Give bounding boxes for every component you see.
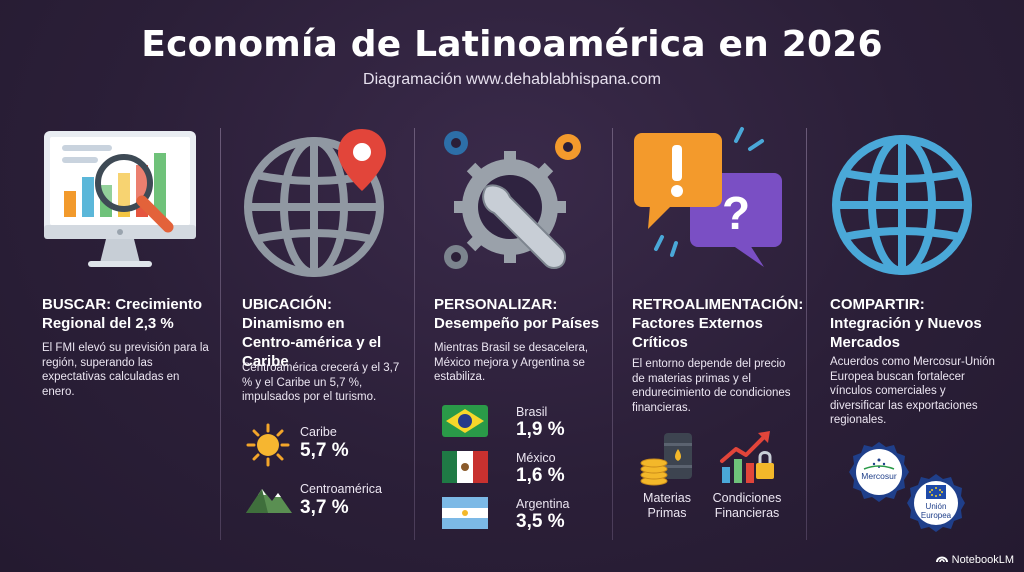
badge-label: Mercosur [861,471,897,481]
item-label-line: Materias [643,491,691,505]
column-personalizar: PERSONALIZAR: Desempeño por Países Mient… [434,125,600,545]
monitor-magnifier-chart-icon [42,125,212,285]
item-label: Materias Primas [632,491,702,521]
chart-arrow-lock-icon [718,427,776,487]
column-body: El entorno depende del precio de materia… [632,358,791,414]
mountain-icon [244,481,294,517]
page-subtitle: Diagramación www.dehablabhispana.com [363,71,661,88]
badge-label-line: Unión [925,502,947,511]
column-divider [220,128,221,540]
stat-value: 1,6 % [516,465,565,486]
column-body: Mientras Brasil se desacelera, México me… [434,342,589,383]
column-title: PERSONALIZAR: Desempeño por Países [434,296,600,332]
item-label-line: Primas [647,506,687,520]
item-label-line: Financieras [714,506,780,520]
stat-value: 3,7 % [300,497,349,518]
column-body: El FMI elevó su previsión para la región… [42,342,209,398]
column-body: Centroamérica crecerá y el 3,7 % y el Ca… [242,362,400,403]
notebooklm-logo-icon [935,553,948,566]
column-divider [414,128,415,540]
column-compartir: COMPARTIR: Integración y Nuevos Mercados… [830,125,1000,545]
gears-wrench-icon [434,125,600,285]
oil-barrel-coins-icon [638,429,696,487]
item-label-line: Condiciones [712,491,782,505]
column-title: RETROALIMENTACIÓN: Factores Externos Crí… [632,296,804,351]
column-divider [806,128,807,540]
footer-brand-label: NotebookLM [951,553,1014,566]
stat-label: Caribe [300,425,337,439]
sun-icon [246,423,290,467]
column-body: Acuerdos como Mercosur-Unión Europea bus… [830,356,995,426]
stat-label: Centroamérica [300,482,382,496]
badge-label: Unión Europea [906,502,966,520]
stat-value: 1,9 % [516,419,565,440]
stat-label: Argentina [516,497,570,511]
stat-label: Brasil [516,405,548,419]
item-label: Condiciones Financieras [704,491,790,521]
svg-text:?: ? [722,187,750,239]
column-title: BUSCAR: Crecimiento Regional del 2,3 % [42,296,203,332]
column-buscar: BUSCAR: Crecimiento Regional del 2,3 % E… [42,125,212,545]
mercosur-badge-icon: Mercosur [848,441,910,503]
notebooklm-brand: NotebookLM [935,553,1014,566]
column-title: UBICACIÓN: Dinamismo en Centro-américa y… [242,296,382,370]
speech-bubbles-alert-question-icon: ? [632,125,800,285]
globe-icon [830,125,1000,285]
argentina-flag-icon [442,497,488,529]
column-ubicacion: UBICACIÓN: Dinamismo en Centro-américa y… [242,125,402,545]
column-divider [612,128,613,540]
mexico-flag-icon [442,451,488,483]
column-retroalimentacion: ? RETROALIMENTACIÓN: Factores Externos C… [632,125,804,545]
eu-badge-icon: Unión Europea [906,473,966,533]
stat-label: México [516,451,556,465]
stat-value: 5,7 % [300,440,349,461]
badge-label-line: Europea [920,511,952,520]
column-title: COMPARTIR: Integración y Nuevos Mercados [830,296,982,351]
page-title: Economía de Latinoamérica en 2026 [141,24,883,65]
stat-value: 3,5 % [516,511,565,532]
globe-location-pin-icon [242,125,402,285]
brazil-flag-icon [442,405,488,437]
